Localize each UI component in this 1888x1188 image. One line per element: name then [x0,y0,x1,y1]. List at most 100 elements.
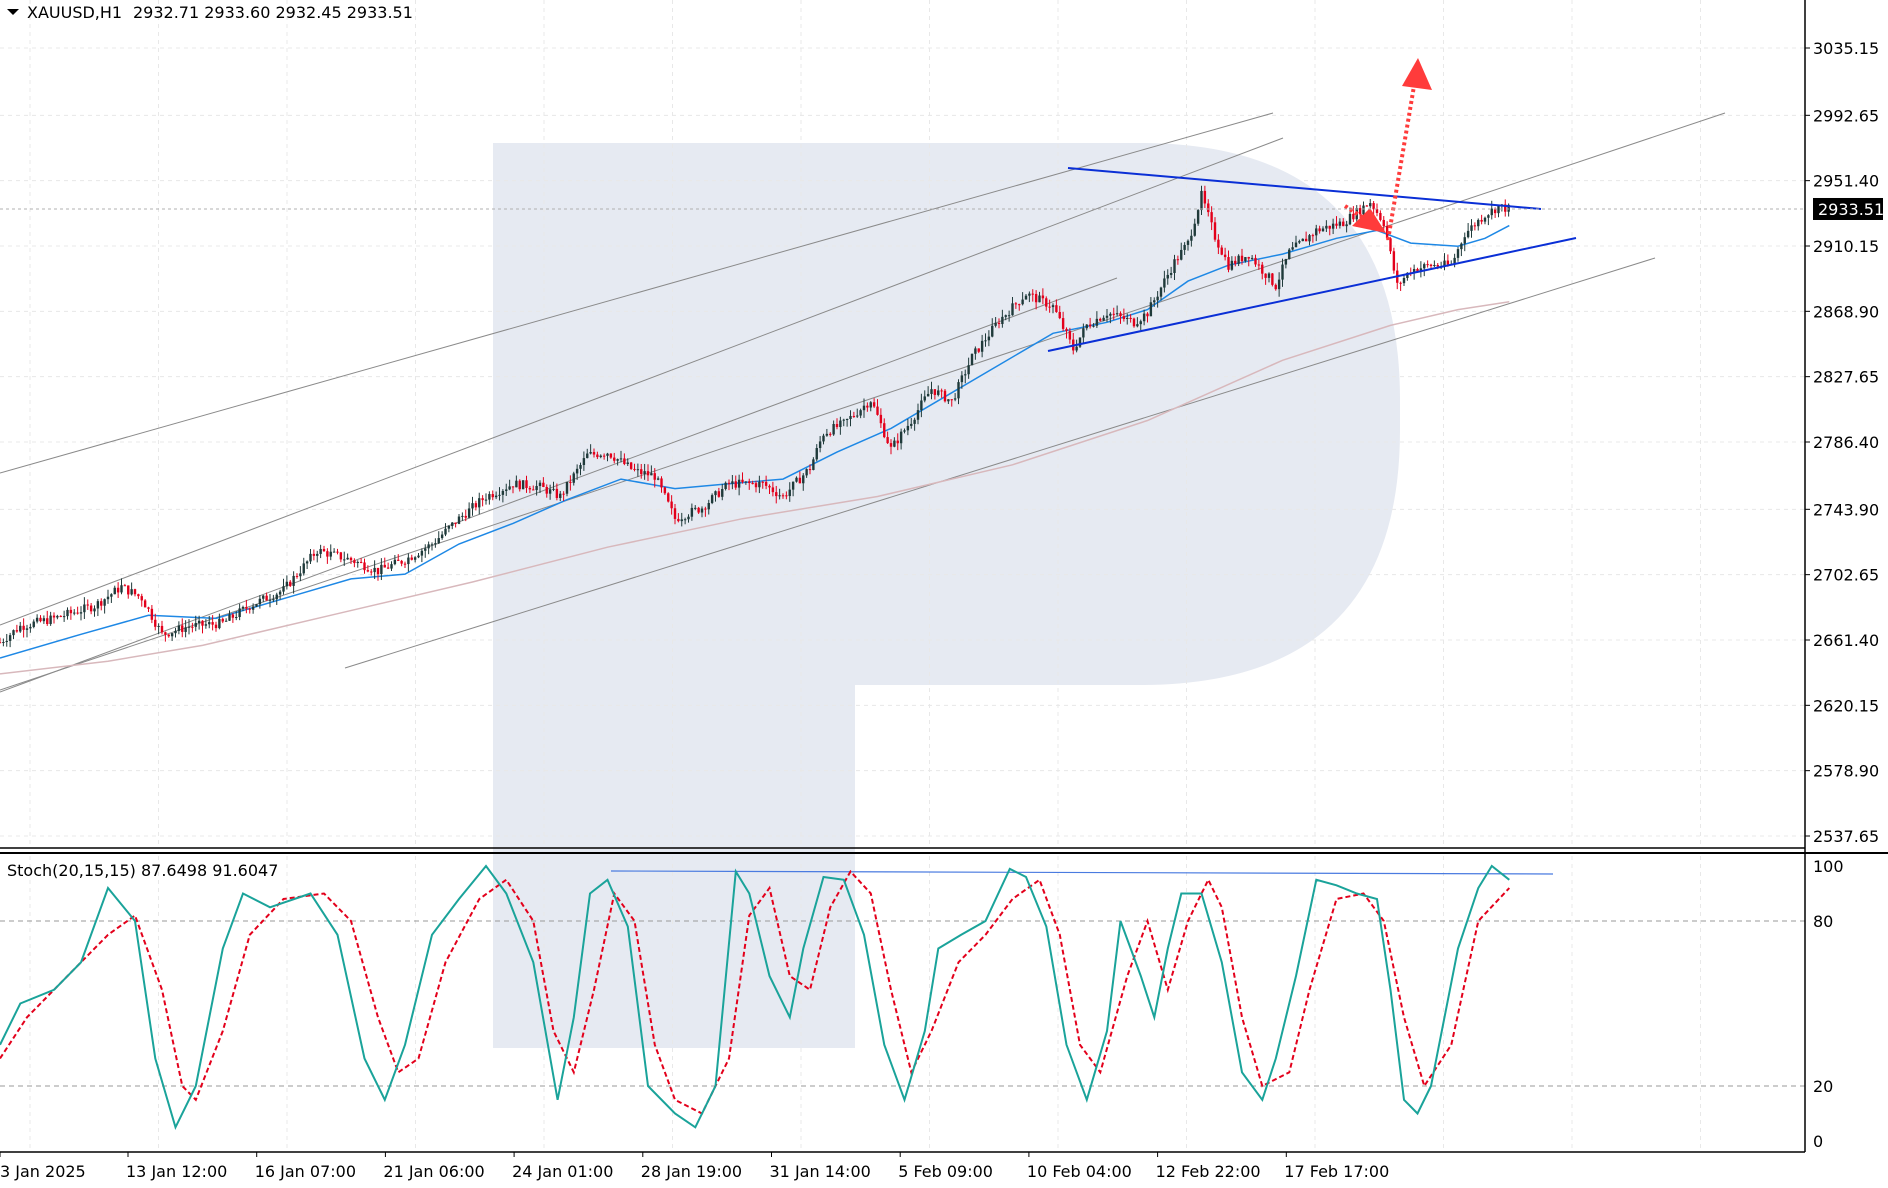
candle [751,480,754,485]
candle [336,548,339,555]
dropdown-triangle-icon[interactable] [7,9,19,15]
candle [1004,314,1007,321]
candle [663,486,667,495]
candle [5,633,8,647]
candle [744,481,748,485]
candle [1227,250,1230,273]
candle [1099,317,1102,322]
candle [417,553,420,559]
candle [1294,235,1298,248]
candle [717,487,721,498]
channel-line[interactable] [344,257,1656,669]
candle [572,471,575,486]
triangle-line[interactable] [1047,237,1577,352]
candle [413,556,417,563]
candle [467,502,471,519]
candle [687,514,690,523]
triangle-pattern-lines[interactable] [1047,167,1577,352]
time-axis[interactable]: 3 Jan 2025 13 Jan 12:00 16 Jan 07:00 21 Jan… [0,1152,1389,1181]
candle [140,593,143,607]
candle [646,464,650,482]
candle [616,458,619,466]
candle [781,493,785,499]
candle [481,495,484,507]
candle [1028,291,1031,303]
candle [22,618,25,638]
candle [683,517,687,525]
candle [1281,258,1284,287]
candle [255,604,258,608]
candle [1200,185,1203,215]
candle [1021,292,1024,306]
channel-line[interactable] [0,112,1274,474]
candle [636,463,640,477]
candle [872,398,876,409]
candle [589,444,592,455]
candle [491,490,494,501]
candle [329,544,332,561]
candle [690,503,694,521]
stoch-main-line [0,864,1510,1131]
slow-moving-average-line [0,300,1510,675]
candle [1277,272,1281,297]
candle [1034,290,1038,310]
channel-line[interactable] [0,112,1726,691]
candle [721,483,724,501]
candle [839,416,842,435]
candle [802,473,805,491]
candle [400,559,403,567]
triangle-line[interactable] [1067,167,1542,210]
candle [548,484,552,500]
candle [771,481,775,497]
candle [920,393,923,418]
channel-line[interactable] [0,277,1118,693]
candle [984,333,987,347]
candle [926,386,930,397]
candle [1230,256,1234,271]
candle [258,595,262,609]
candle [656,476,660,481]
candle [707,499,710,515]
candle [1139,319,1142,331]
candle [1321,226,1325,232]
candle [812,457,815,471]
candle [1315,224,1318,242]
candle [673,504,677,525]
candle [1466,223,1470,239]
candle [359,558,363,564]
candle [15,624,19,633]
stoch-axis[interactable]: 100 80 20 0 [1813,857,1844,1151]
channel-line[interactable] [0,137,1284,626]
candle [1358,204,1362,217]
candle [316,550,319,563]
trend-channel-lines[interactable] [0,112,1726,693]
candle [1129,314,1132,323]
candle [1085,324,1088,331]
candle [670,495,673,515]
price-tick-label: 2992.65 [1813,106,1879,125]
candle [1473,222,1477,231]
candle [906,418,910,436]
candle [680,512,683,527]
candle [1024,294,1028,300]
candle [471,496,474,516]
price-tick-label: 2786.40 [1813,433,1879,452]
candle [613,452,616,464]
candle [184,620,187,638]
candle [1244,257,1247,263]
candle [808,464,812,475]
candle [1082,323,1085,344]
price-tick-label: 3035.15 [1813,39,1879,58]
candle [552,481,555,492]
candle [761,480,764,489]
candle [1196,209,1200,226]
candle [49,611,52,626]
stoch-resistance-line[interactable] [610,870,1554,875]
candle [0,637,2,644]
candle [940,388,943,398]
price-axis[interactable]: 3035.15 2992.65 2951.40 2910.15 2868.90 2827.… [1805,39,1879,846]
candle [181,618,184,638]
candle [856,408,859,418]
